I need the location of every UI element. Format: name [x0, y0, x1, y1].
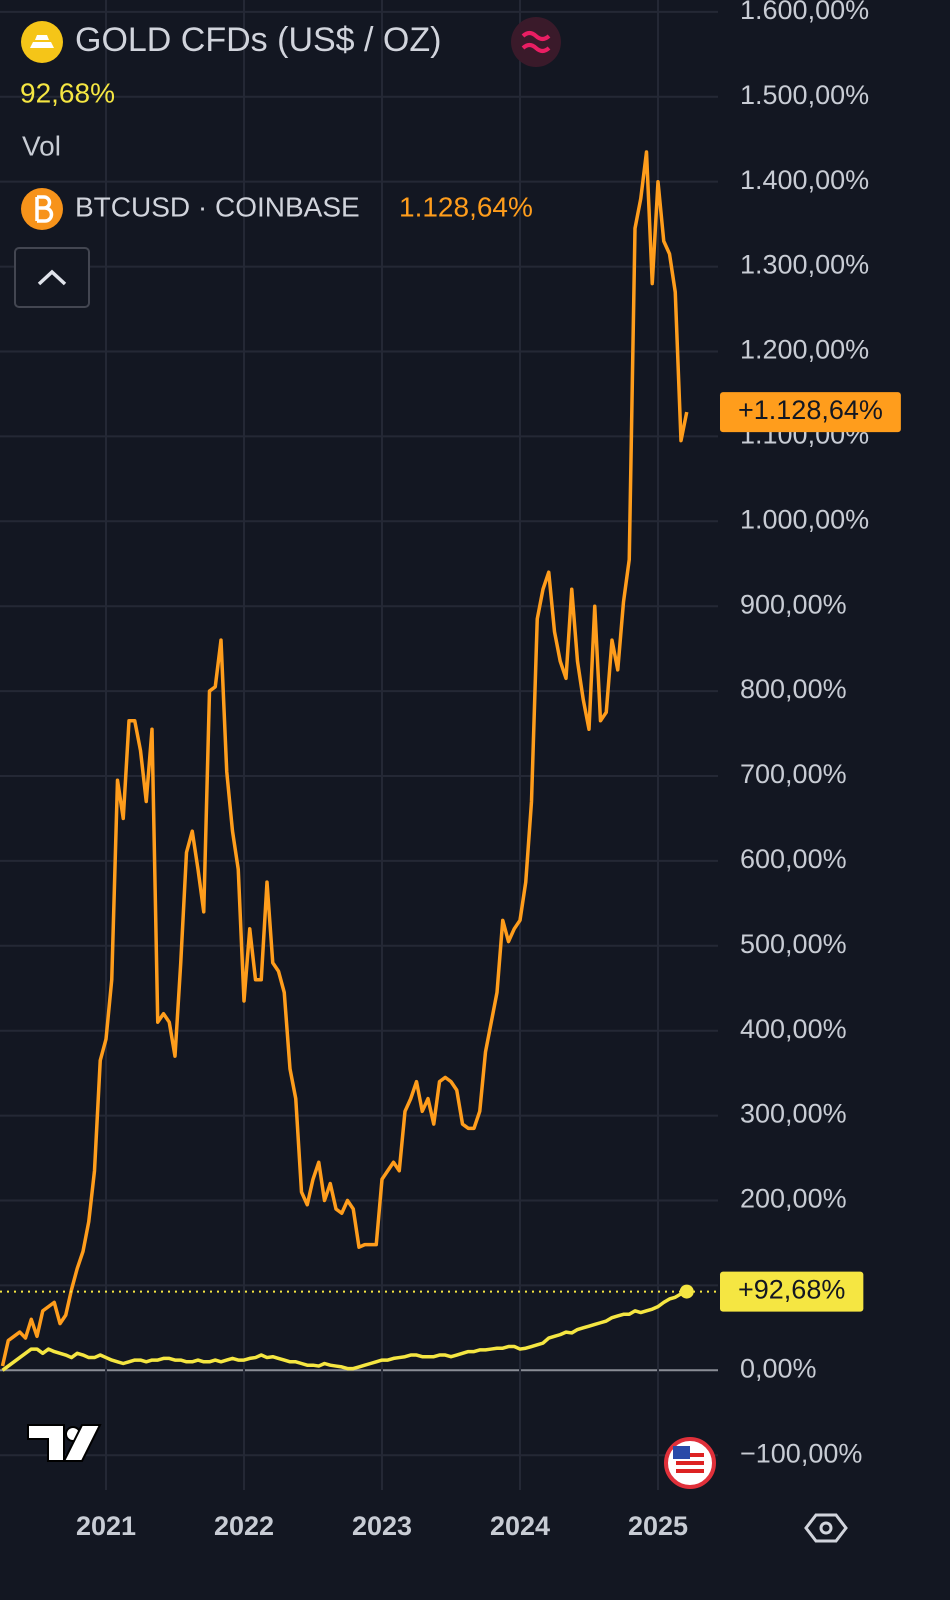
plot	[0, 150, 718, 1372]
collapse-chevron	[37, 269, 67, 286]
collapse-button[interactable]	[14, 247, 90, 308]
x-tick-label: 2024	[490, 1511, 550, 1541]
y-tick-label: 800,00%	[740, 674, 847, 704]
legend-value: 1.128,64%	[399, 191, 533, 222]
series-line	[1, 1289, 688, 1372]
indicator-wave	[521, 31, 551, 53]
tv-logo	[27, 1424, 102, 1462]
gold-icon-bars	[30, 35, 54, 48]
y-tick-label: 1.000,00%	[740, 504, 869, 534]
price-badge	[720, 392, 901, 433]
price-badge-label: +1.128,64%	[738, 395, 883, 425]
y-tick-label: 400,00%	[740, 1014, 847, 1044]
last-value-dot	[679, 1284, 694, 1299]
price-badge	[720, 1271, 864, 1312]
y-tick-label: 300,00%	[740, 1099, 847, 1129]
y-tick-label: 1.600,00%	[740, 0, 869, 25]
y-tick-label: 700,00%	[740, 759, 847, 789]
y-tick-label: 500,00%	[740, 929, 847, 959]
price-badge-label: +92,68%	[738, 1275, 845, 1305]
y-tick-label: 900,00%	[740, 589, 847, 619]
btc-icon-mark	[35, 195, 54, 223]
grid	[0, 0, 718, 1490]
axis: −100,00%0,00%100,00%200,00%300,00%400,00…	[76, 0, 901, 1541]
series-line	[0, 150, 689, 1367]
y-tick-label: 0,00%	[740, 1353, 817, 1383]
y-tick-label: −100,00%	[740, 1438, 862, 1468]
indicator-icon	[511, 17, 561, 67]
x-tick-label: 2022	[214, 1511, 274, 1541]
legend: GOLD CFDs (US$ / OZ) 92,68% Vol BTCUSD ·…	[14, 17, 561, 308]
y-tick-label: 200,00%	[740, 1184, 847, 1214]
y-tick-label: 1.300,00%	[740, 250, 869, 280]
y-tick-label: 1.500,00%	[740, 80, 869, 110]
x-tick-label: 2023	[352, 1511, 412, 1541]
x-tick-label: 2021	[76, 1511, 136, 1541]
y-tick-label: 600,00%	[740, 844, 847, 874]
legend-name: GOLD CFDs (US$ / OZ)	[75, 21, 441, 59]
y-tick-label: 1.400,00%	[740, 165, 869, 195]
y-tick-label: 1.200,00%	[740, 335, 869, 365]
legend-value: 92,68%	[20, 77, 115, 108]
indicator-label: Vol	[22, 130, 61, 161]
currency-flag[interactable]	[664, 1437, 716, 1489]
settings-button[interactable]	[804, 1513, 848, 1543]
legend-name: BTCUSD · COINBASE	[75, 191, 360, 222]
x-tick-label: 2025	[628, 1511, 688, 1541]
